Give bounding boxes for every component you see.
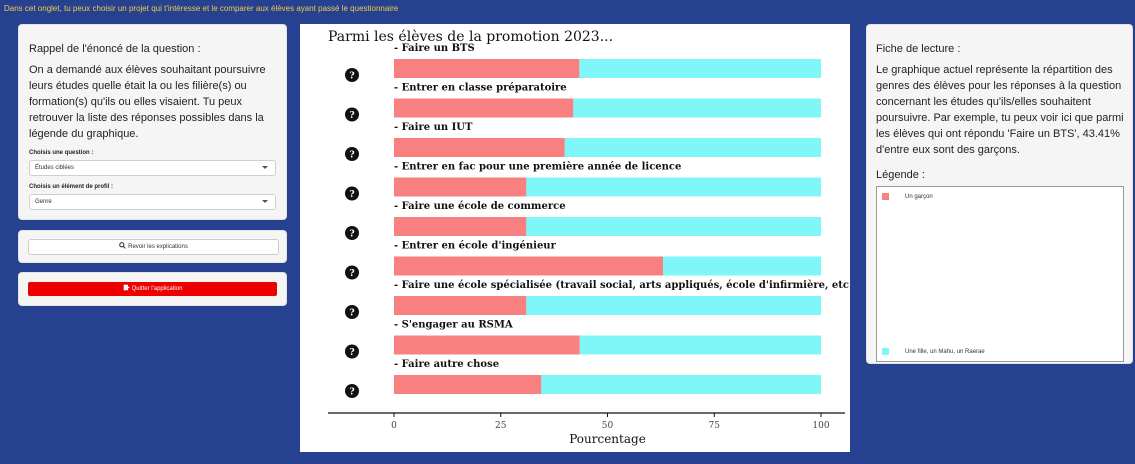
category-label: - Faire autre chose [394,359,499,370]
bar-segment-fille [579,59,821,78]
bar-segment-garcon [394,177,527,197]
question-mark-icon[interactable] [345,226,359,240]
reading-guide-panel: Fiche de lecture : Le graphique actuel r… [866,24,1133,364]
question-panel: Rappel de l'énoncé de la question : On a… [18,24,287,220]
explain-panel: Revoir les explications [18,230,287,263]
reading-guide-title: Fiche de lecture : [876,43,961,55]
bar-segment-garcon [394,375,542,394]
x-axis-label: Pourcentage [569,432,646,446]
question-mark-icon[interactable] [345,265,359,280]
question-mark-glyph: ? [349,348,354,358]
category-label: - Entrer en fac pour une première année … [394,162,681,173]
legend-label-fille: Une fille, un Mahu, un Raerae [905,349,985,356]
stacked-bar-chart: - Faire un BTS? - Entrer en classe prépar… [328,43,857,446]
bar-segment-garcon [394,296,527,315]
question-select[interactable]: Études ciblées [29,160,276,176]
bar-segment-garcon [394,335,580,355]
question-mark-glyph: ? [349,269,354,279]
question-mark-glyph: ? [349,151,354,161]
question-mark-glyph: ? [349,230,354,240]
category-label: - Faire un BTS [394,43,475,54]
bar-segment-fille [579,335,821,355]
bar-segment-garcon [394,256,664,276]
question-select-label: Choisis une question : [29,150,94,156]
bar-segment-garcon [394,98,574,118]
chevron-down-icon [262,166,268,169]
bar-segment-fille [526,296,821,315]
profile-select-label: Choisis un élément de profil : [29,184,114,190]
profile-select-value: Genre [35,199,52,205]
legend-label-garcon: Un garçon [905,194,933,201]
bar-segment-garcon [394,59,580,78]
question-mark-glyph: ? [349,190,354,200]
question-mark-glyph: ? [349,111,354,121]
bar-segment-fille [526,217,821,236]
question-mark-icon[interactable] [345,384,359,398]
bar-segment-fille [541,375,821,394]
x-tick-label: 75 [709,421,721,431]
question-mark-icon[interactable] [345,305,359,319]
legend-box: Un garçon Une fille, un Mahu, un Raerae [876,186,1124,362]
question-mark-glyph: ? [349,72,354,82]
chevron-down-icon [262,200,268,203]
bar-segment-fille [564,138,821,157]
bar-segment-garcon [394,138,565,157]
category-label: - Faire un IUT [394,122,473,133]
legend-item-garcon: Un garçon [882,193,933,200]
search-icon [119,242,126,249]
door-exit-icon [123,284,129,291]
legend-swatch-garcon [882,193,889,200]
question-mark-glyph: ? [349,388,354,398]
profile-select[interactable]: Genre [29,194,276,210]
question-mark-glyph: ? [349,309,354,319]
question-mark-icon[interactable] [345,107,359,122]
bar-segment-fille [573,98,821,118]
legend-title: Légende : [876,169,925,181]
quit-app-button[interactable]: Quitter l'application [28,282,277,296]
question-select-value: Études ciblées [35,165,75,171]
reading-guide-text: Le graphique actuel représente la répart… [876,64,1124,156]
quit-app-label: Quitter l'application [131,286,183,292]
question-mark-icon[interactable] [345,147,359,161]
review-explanations-label: Revoir les explications [128,244,188,250]
category-label: - S'engager au RSMA [394,320,513,331]
question-mark-icon[interactable] [345,344,359,359]
x-tick-label: 50 [602,421,614,431]
bar-segment-garcon [394,217,527,236]
quit-panel: Quitter l'application [18,272,287,306]
legend-swatch-fille [882,348,889,355]
intro-text: Dans cet onglet, tu peux choisir un proj… [4,4,399,13]
legend-item-fille: Une fille, un Mahu, un Raerae [882,348,985,355]
bar-segment-fille [526,177,821,197]
x-tick-label: 25 [495,421,507,431]
category-label: - Faire une école de commerce [394,201,566,212]
chart-panel: Parmi les élèves de la promotion 2023...… [300,24,857,452]
question-reminder-title: Rappel de l'énoncé de la question : [29,43,201,55]
question-mark-icon[interactable] [345,68,359,82]
category-label: - Entrer en classe préparatoire [394,83,567,94]
x-tick-label: 100 [812,421,829,431]
chart-title: Parmi les élèves de la promotion 2023... [328,29,614,45]
category-label: - Faire une école spécialisée (travail s… [394,280,850,291]
bar-segment-fille [663,256,821,276]
x-tick-label: 0 [391,421,397,431]
review-explanations-button[interactable]: Revoir les explications [28,239,279,255]
question-reminder-text: On a demandé aux élèves souhaitant pours… [29,64,266,140]
question-mark-icon[interactable] [345,186,359,201]
category-label: - Entrer en école d'ingénieur [394,241,557,252]
